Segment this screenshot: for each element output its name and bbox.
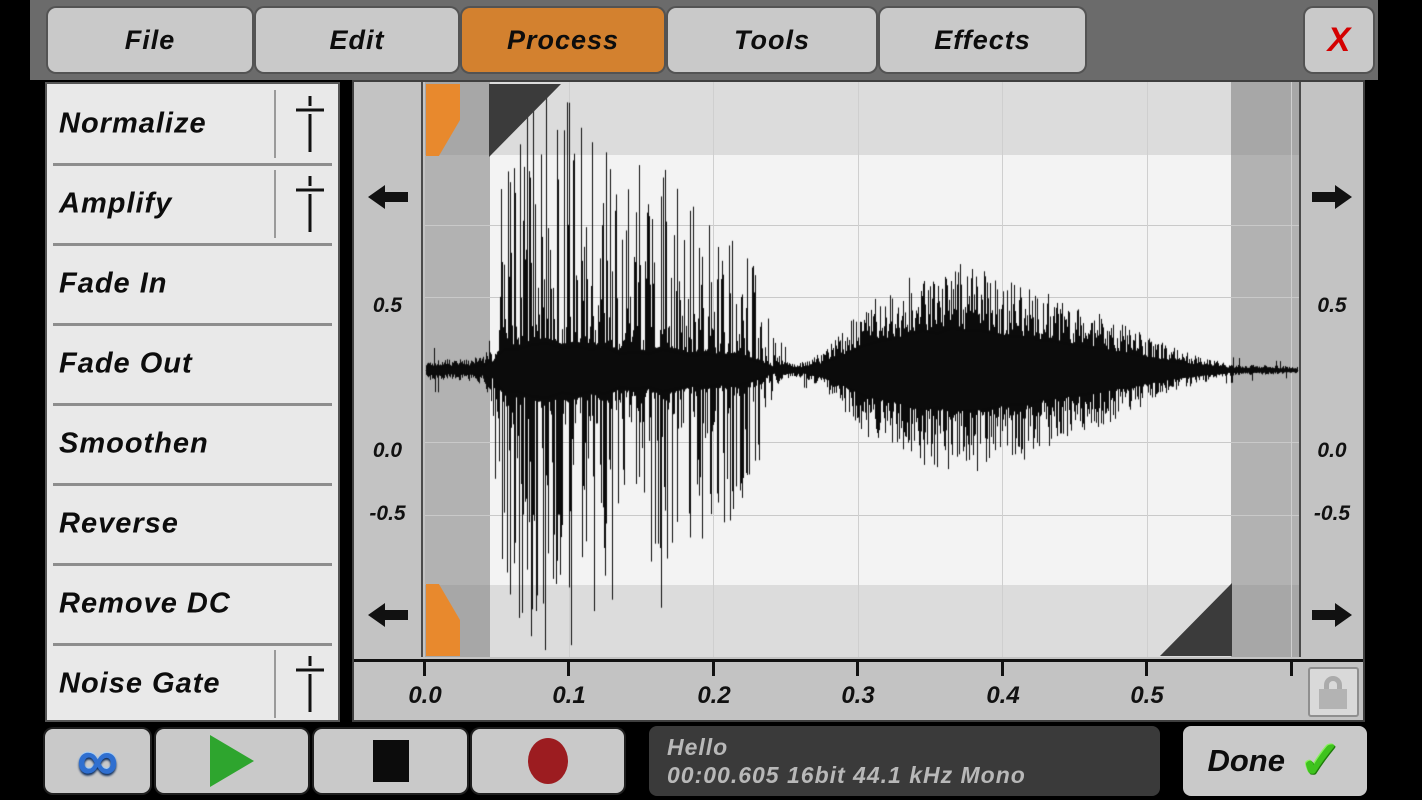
ruler-tick [1001,662,1004,676]
sidebar-item-label: Normalize [59,107,207,140]
play-button[interactable] [156,729,308,793]
sidebar-item-label: Noise Gate [59,667,221,700]
stop-button[interactable] [314,729,467,793]
done-button[interactable]: Done ✓ [1183,726,1367,796]
sidebar-item-amplify[interactable]: Amplify [47,164,338,246]
fader-slider-icon [296,656,324,712]
x-tick-label: 0.1 [552,682,586,709]
scroll-right-arrow-icon[interactable] [1312,600,1352,630]
divider [53,563,332,566]
menu-effects-label: Effects [934,24,1031,55]
divider [274,90,276,158]
y-axis-label: 0.0 [372,439,403,462]
lock-icon-body [1319,689,1347,709]
fader-slider-icon [296,176,324,232]
sidebar-item-remove-dc[interactable]: Remove DC [47,564,338,646]
y-axis-label: 0.5 [1317,294,1347,317]
ruler-tick [567,662,570,676]
close-x-icon: X [1327,20,1351,59]
y-axis-label: 0.5 [372,294,403,317]
y-axis-label: 0.0 [1317,439,1347,462]
menu-file-label: File [124,24,176,55]
right-axis-gutter: 0.5 0.0 -0.5 [1299,82,1363,657]
menu-process-label: Process [506,24,620,55]
play-icon [210,735,254,787]
menu-tools-label: Tools [734,24,810,55]
sidebar-item-smoothen[interactable]: Smoothen [47,404,338,486]
x-tick-label: 0.4 [986,682,1020,709]
divider [53,163,332,166]
sidebar-item-label: Smoothen [59,427,209,460]
waveform-plot-area[interactable] [425,82,1299,657]
divider [53,643,332,646]
menu-edit[interactable]: Edit [256,8,458,72]
time-ruler[interactable]: 0.0 0.1 0.2 0.3 0.4 0.5 [354,659,1363,720]
sidebar-item-reverse[interactable]: Reverse [47,484,338,566]
sidebar-item-label: Reverse [59,507,179,540]
divider [274,650,276,718]
y-axis-label: -0.5 [1313,502,1351,525]
x-tick-label: 0.3 [841,682,875,709]
top-menu-bar: File Edit Process Tools Effects X [0,0,1422,80]
divider [53,483,332,486]
y-axis-label: -0.5 [369,502,406,525]
x-tick-label: 0.2 [697,682,731,709]
sidebar-item-normalize[interactable]: Normalize [47,84,338,166]
lock-icon [1324,676,1342,692]
loop-button[interactable]: ∞ [45,729,150,793]
ruler-tick [712,662,715,676]
fader-slider-icon [296,96,324,152]
menu-process[interactable]: Process [462,8,664,72]
left-axis-gutter: 0.5 0.0 -0.5 [354,82,423,657]
sidebar-item-label: Remove DC [59,587,231,620]
scroll-left-arrow-icon[interactable] [367,182,408,212]
divider [53,403,332,406]
sidebar-item-label: Fade Out [59,347,193,380]
lock-button[interactable] [1308,667,1359,717]
done-label: Done [1207,743,1285,778]
sidebar-item-noise-gate[interactable]: Noise Gate [47,644,338,724]
menu-tools[interactable]: Tools [668,8,876,72]
record-button[interactable] [472,729,624,793]
ruler-tick [856,662,859,676]
process-menu-panel: Normalize Amplify Fade In Fade Out Smoot… [45,82,340,722]
transport-bar: ∞ Hello 00:00.605 16bit 44.1 kHz Mono Do… [0,722,1422,800]
scroll-left-arrow-icon[interactable] [367,600,408,630]
divider [274,170,276,238]
divider [53,243,332,246]
clip-format-info: 00:00.605 16bit 44.1 kHz Mono [667,762,1026,788]
ruler-tick [1290,662,1293,676]
menu-edit-label: Edit [329,24,385,55]
sidebar-item-fade-out[interactable]: Fade Out [47,324,338,406]
sidebar-item-label: Fade In [59,267,168,300]
close-button[interactable]: X [1305,8,1373,72]
waveform-editor-panel: 0.5 0.0 -0.5 [352,80,1365,722]
stop-icon [372,740,409,782]
scroll-right-arrow-icon[interactable] [1312,182,1352,212]
clip-status-panel: Hello 00:00.605 16bit 44.1 kHz Mono [649,726,1160,796]
x-tick-label: 0.5 [1130,682,1164,709]
divider [53,323,332,326]
menu-effects[interactable]: Effects [880,8,1085,72]
ruler-tick [1145,662,1148,676]
sidebar-item-fade-in[interactable]: Fade In [47,244,338,326]
record-icon [528,738,568,784]
x-tick-label: 0.0 [408,682,442,709]
ruler-tick [423,662,426,676]
clip-name: Hello [667,734,729,760]
waveform-trace [425,82,1299,657]
menu-file[interactable]: File [48,8,252,72]
sidebar-item-label: Amplify [59,187,173,220]
